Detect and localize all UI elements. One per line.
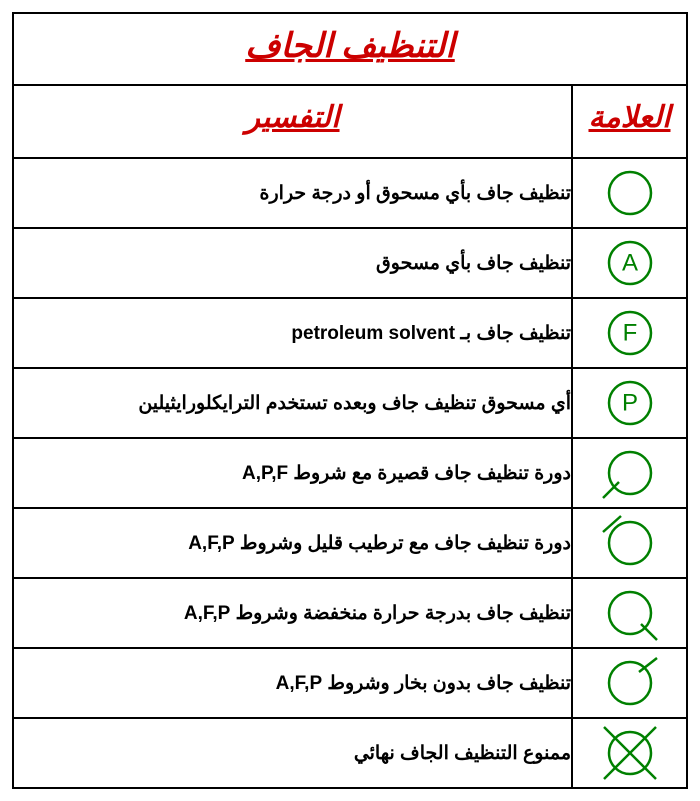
table-row: تنظيف جاف بأي مسحوق A [13,228,687,298]
circle-slash-bl-icon [573,445,686,501]
description-cell: تنظيف جاف بأي مسحوق أو درجة حرارة [13,158,572,228]
description-text: دورة تنظيف جاف قصيرة مع شروط A,P,F [242,463,571,484]
symbol-cell [572,578,687,648]
table-title: التنظيف الجاف [245,28,455,65]
description-cell: أي مسحوق تنظيف جاف وبعده تستخدم الترايكل… [13,368,572,438]
symbol-cell: A [572,228,687,298]
symbol-cell [572,508,687,578]
description-text: ممنوع التنظيف الجاف نهائي [354,743,571,764]
description-text: دورة تنظيف جاف مع ترطيب قليل وشروط A,F,P [188,533,571,554]
description-cell: تنظيف جاف بـ petroleum solvent [13,298,572,368]
circle-slash-tr-icon [573,655,686,711]
symbol-cell: F [572,298,687,368]
description-cell: تنظيف جاف بأي مسحوق [13,228,572,298]
circle-letter-icon: A [573,235,686,291]
table-row: أي مسحوق تنظيف جاف وبعده تستخدم الترايكل… [13,368,687,438]
svg-text:P: P [621,390,637,417]
dry-cleaning-table: التنظيف الجاف التفسير العلامة تنظيف جاف … [12,12,688,789]
description-cell: دورة تنظيف جاف قصيرة مع شروط A,P,F [13,438,572,508]
table-row: تنظيف جاف بأي مسحوق أو درجة حرارة [13,158,687,228]
circle-slash-br-icon [573,585,686,641]
header-description-text: التفسير [245,101,339,134]
title-row: التنظيف الجاف [13,13,687,85]
circle-slash-tl-icon [573,515,686,571]
description-text: تنظيف جاف بأي مسحوق أو درجة حرارة [260,183,571,204]
description-cell: ممنوع التنظيف الجاف نهائي [13,718,572,788]
symbol-cell [572,648,687,718]
circle-icon [573,165,686,221]
header-symbol: العلامة [572,85,687,158]
symbol-cell [572,718,687,788]
svg-text:A: A [621,250,637,277]
circle-x-icon [573,725,686,781]
description-text: تنظيف جاف بدون بخار وشروط A,F,P [276,673,571,694]
description-text: تنظيف جاف بأي مسحوق [376,253,571,274]
description-text: تنظيف جاف بدرجة حرارة منخفضة وشروط A,F,P [184,603,571,624]
svg-text:F: F [622,320,637,347]
description-cell: تنظيف جاف بدون بخار وشروط A,F,P [13,648,572,718]
header-symbol-text: العلامة [588,101,670,134]
description-cell: دورة تنظيف جاف مع ترطيب قليل وشروط A,F,P [13,508,572,578]
symbol-cell: P [572,368,687,438]
circle-letter-icon: P [573,375,686,431]
table-row: تنظيف جاف بدون بخار وشروط A,F,P [13,648,687,718]
circle-letter-icon: F [573,305,686,361]
description-text: تنظيف جاف بـ petroleum solvent [291,323,571,344]
table-row: ممنوع التنظيف الجاف نهائي [13,718,687,788]
symbol-cell [572,158,687,228]
title-cell: التنظيف الجاف [13,13,687,85]
description-text: أي مسحوق تنظيف جاف وبعده تستخدم الترايكل… [138,393,571,414]
description-cell: تنظيف جاف بدرجة حرارة منخفضة وشروط A,F,P [13,578,572,648]
table-row: تنظيف جاف بدرجة حرارة منخفضة وشروط A,F,P [13,578,687,648]
table-row: تنظيف جاف بـ petroleum solvent F [13,298,687,368]
table-row: دورة تنظيف جاف مع ترطيب قليل وشروط A,F,P [13,508,687,578]
symbol-cell [572,438,687,508]
header-row: التفسير العلامة [13,85,687,158]
header-description: التفسير [13,85,572,158]
table-row: دورة تنظيف جاف قصيرة مع شروط A,P,F [13,438,687,508]
